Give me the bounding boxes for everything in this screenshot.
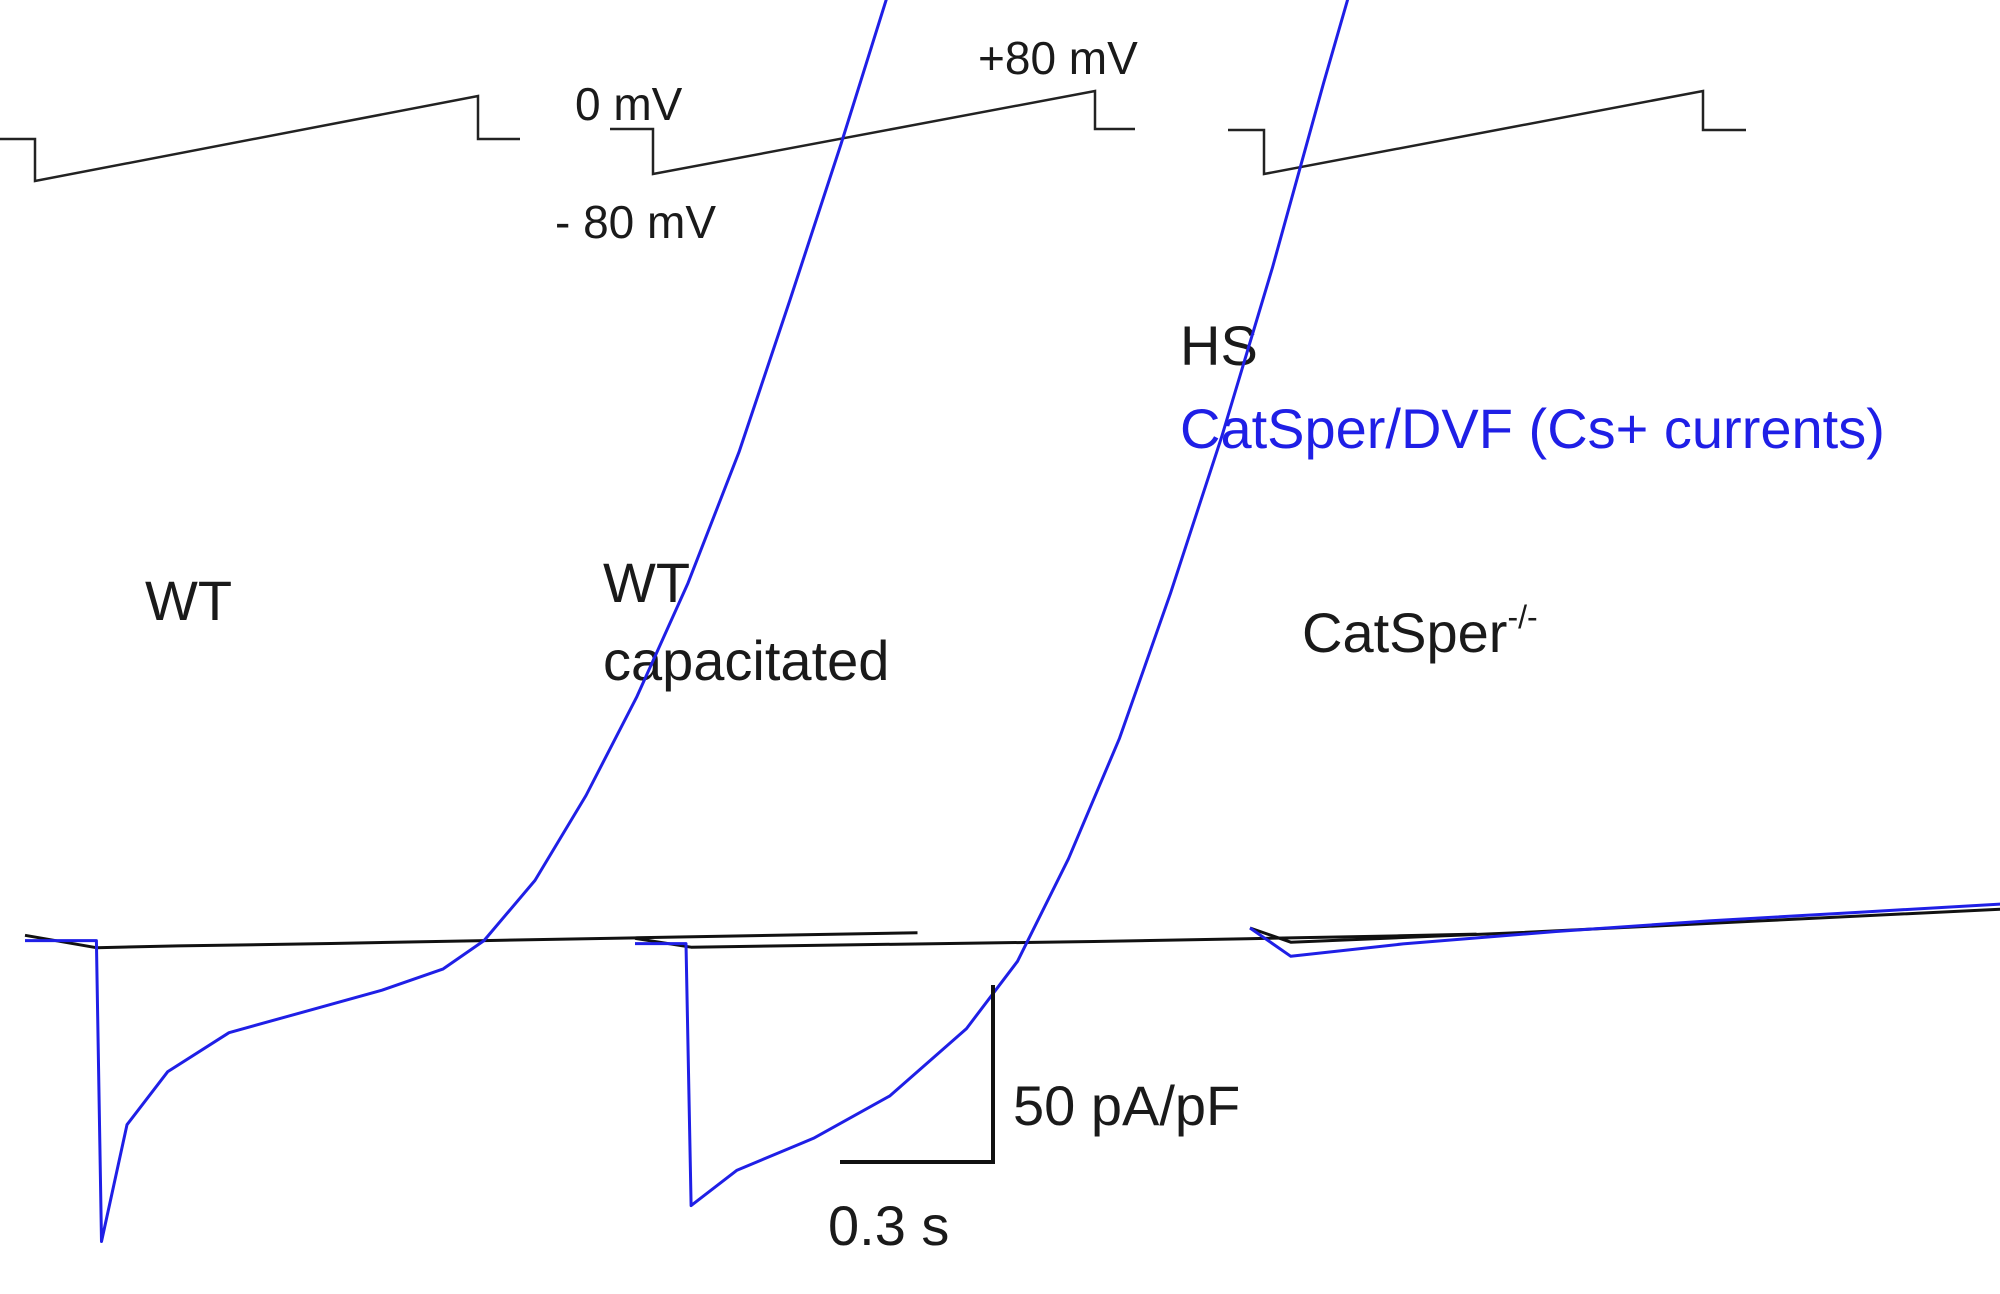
panel-label-catsper-ko-superscript: -/- — [1507, 599, 1537, 635]
panel-label-catsper-ko: CatSper-/- — [1302, 599, 1538, 664]
catsper-trace-wt-capacitated — [635, 0, 1350, 1208]
protocol-catsper-ko — [1228, 89, 1746, 176]
voltage-protocols — [0, 89, 1746, 183]
panel-label-wt: WT — [145, 569, 232, 632]
catsper-trace-wt — [25, 0, 888, 1243]
legend-hs: HS — [1180, 314, 1258, 377]
hs-trace-wt-capacitated — [634, 932, 1477, 949]
scale-bar-current-label: 50 pA/pF — [1013, 1074, 1240, 1137]
current-traces — [24, 0, 2000, 1243]
hs-trace-wt — [24, 931, 918, 950]
protocol-wt — [0, 94, 520, 183]
scale-bar — [840, 985, 995, 1164]
panel-label-wt-capacitated-line2: capacitated — [603, 629, 889, 692]
catsper-trace-catsper-ko — [1249, 902, 2000, 958]
scale-bar-time-label: 0.3 s — [828, 1194, 949, 1257]
protocol-high-label: +80 mV — [978, 32, 1138, 84]
panel-label-catsper-ko-name: CatSper — [1302, 601, 1507, 664]
protocol-low-label: - 80 mV — [555, 196, 716, 248]
legend-catsper: CatSper/DVF (Cs+ currents) — [1180, 397, 1885, 460]
protocol-wt-capacitated — [610, 89, 1135, 176]
protocol-start-label: 0 mV — [575, 78, 683, 130]
panel-label-wt-capacitated-line1: WT — [603, 551, 690, 614]
